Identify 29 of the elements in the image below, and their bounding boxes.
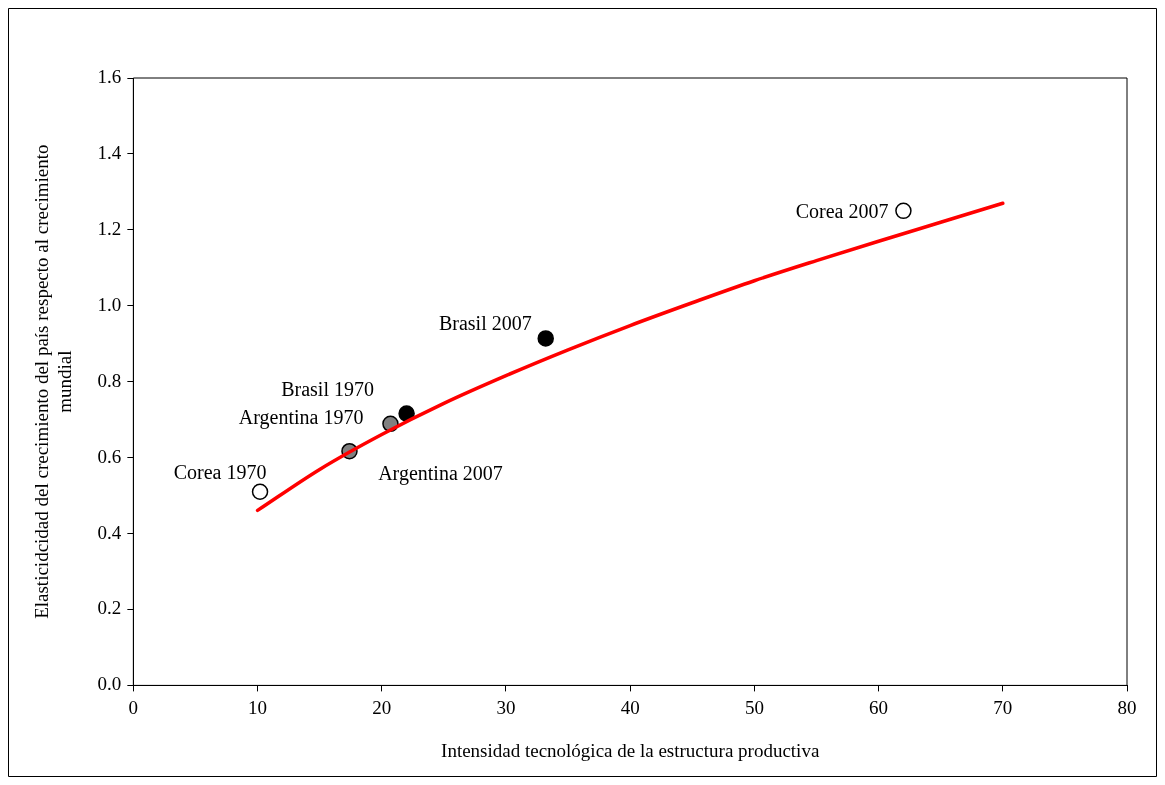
- annotation: Corea 2007: [795, 200, 889, 223]
- x-tick-label: 20: [372, 696, 392, 718]
- y-tick-label: 0.2: [97, 597, 122, 619]
- point: [537, 330, 554, 347]
- y-tick-label: 0.0: [97, 673, 122, 695]
- x-tick-label: 30: [496, 696, 516, 718]
- x-tick-label: 70: [993, 696, 1013, 718]
- x-tick-label: 0: [128, 696, 139, 718]
- y-tick-label: 1.0: [97, 293, 122, 315]
- y-tick-label: 1.6: [97, 65, 122, 87]
- annotation: Corea 1970: [173, 461, 267, 484]
- annotation: Argentina 2007: [378, 462, 503, 486]
- annotation: Brasil 1970: [281, 377, 374, 400]
- x-tick-label: 50: [744, 696, 764, 718]
- y-tick-label: 1.2: [97, 217, 122, 239]
- y-tick-label: 0.4: [97, 521, 122, 543]
- x-tick-label: 10: [248, 696, 268, 718]
- x-tick-label: 80: [1117, 696, 1137, 718]
- y-tick-label: 1.4: [97, 141, 122, 163]
- x-tick-label: 60: [869, 696, 889, 718]
- y-axis-title: Elasticidcidad del crecimiento del país respecto al crecimiento mundial: [31, 144, 76, 619]
- point: [251, 483, 269, 501]
- y-tick-label: 0.6: [97, 445, 122, 467]
- point: [895, 202, 912, 220]
- annotation: Brasil 2007: [438, 311, 532, 334]
- x-tick-label: 40: [620, 696, 640, 718]
- y-tick-label: 0.8: [97, 369, 122, 391]
- annotation: Argentina 1970: [238, 406, 364, 430]
- x-axis-title: Intensidad tecnológica de la estructura productiva: [441, 739, 820, 761]
